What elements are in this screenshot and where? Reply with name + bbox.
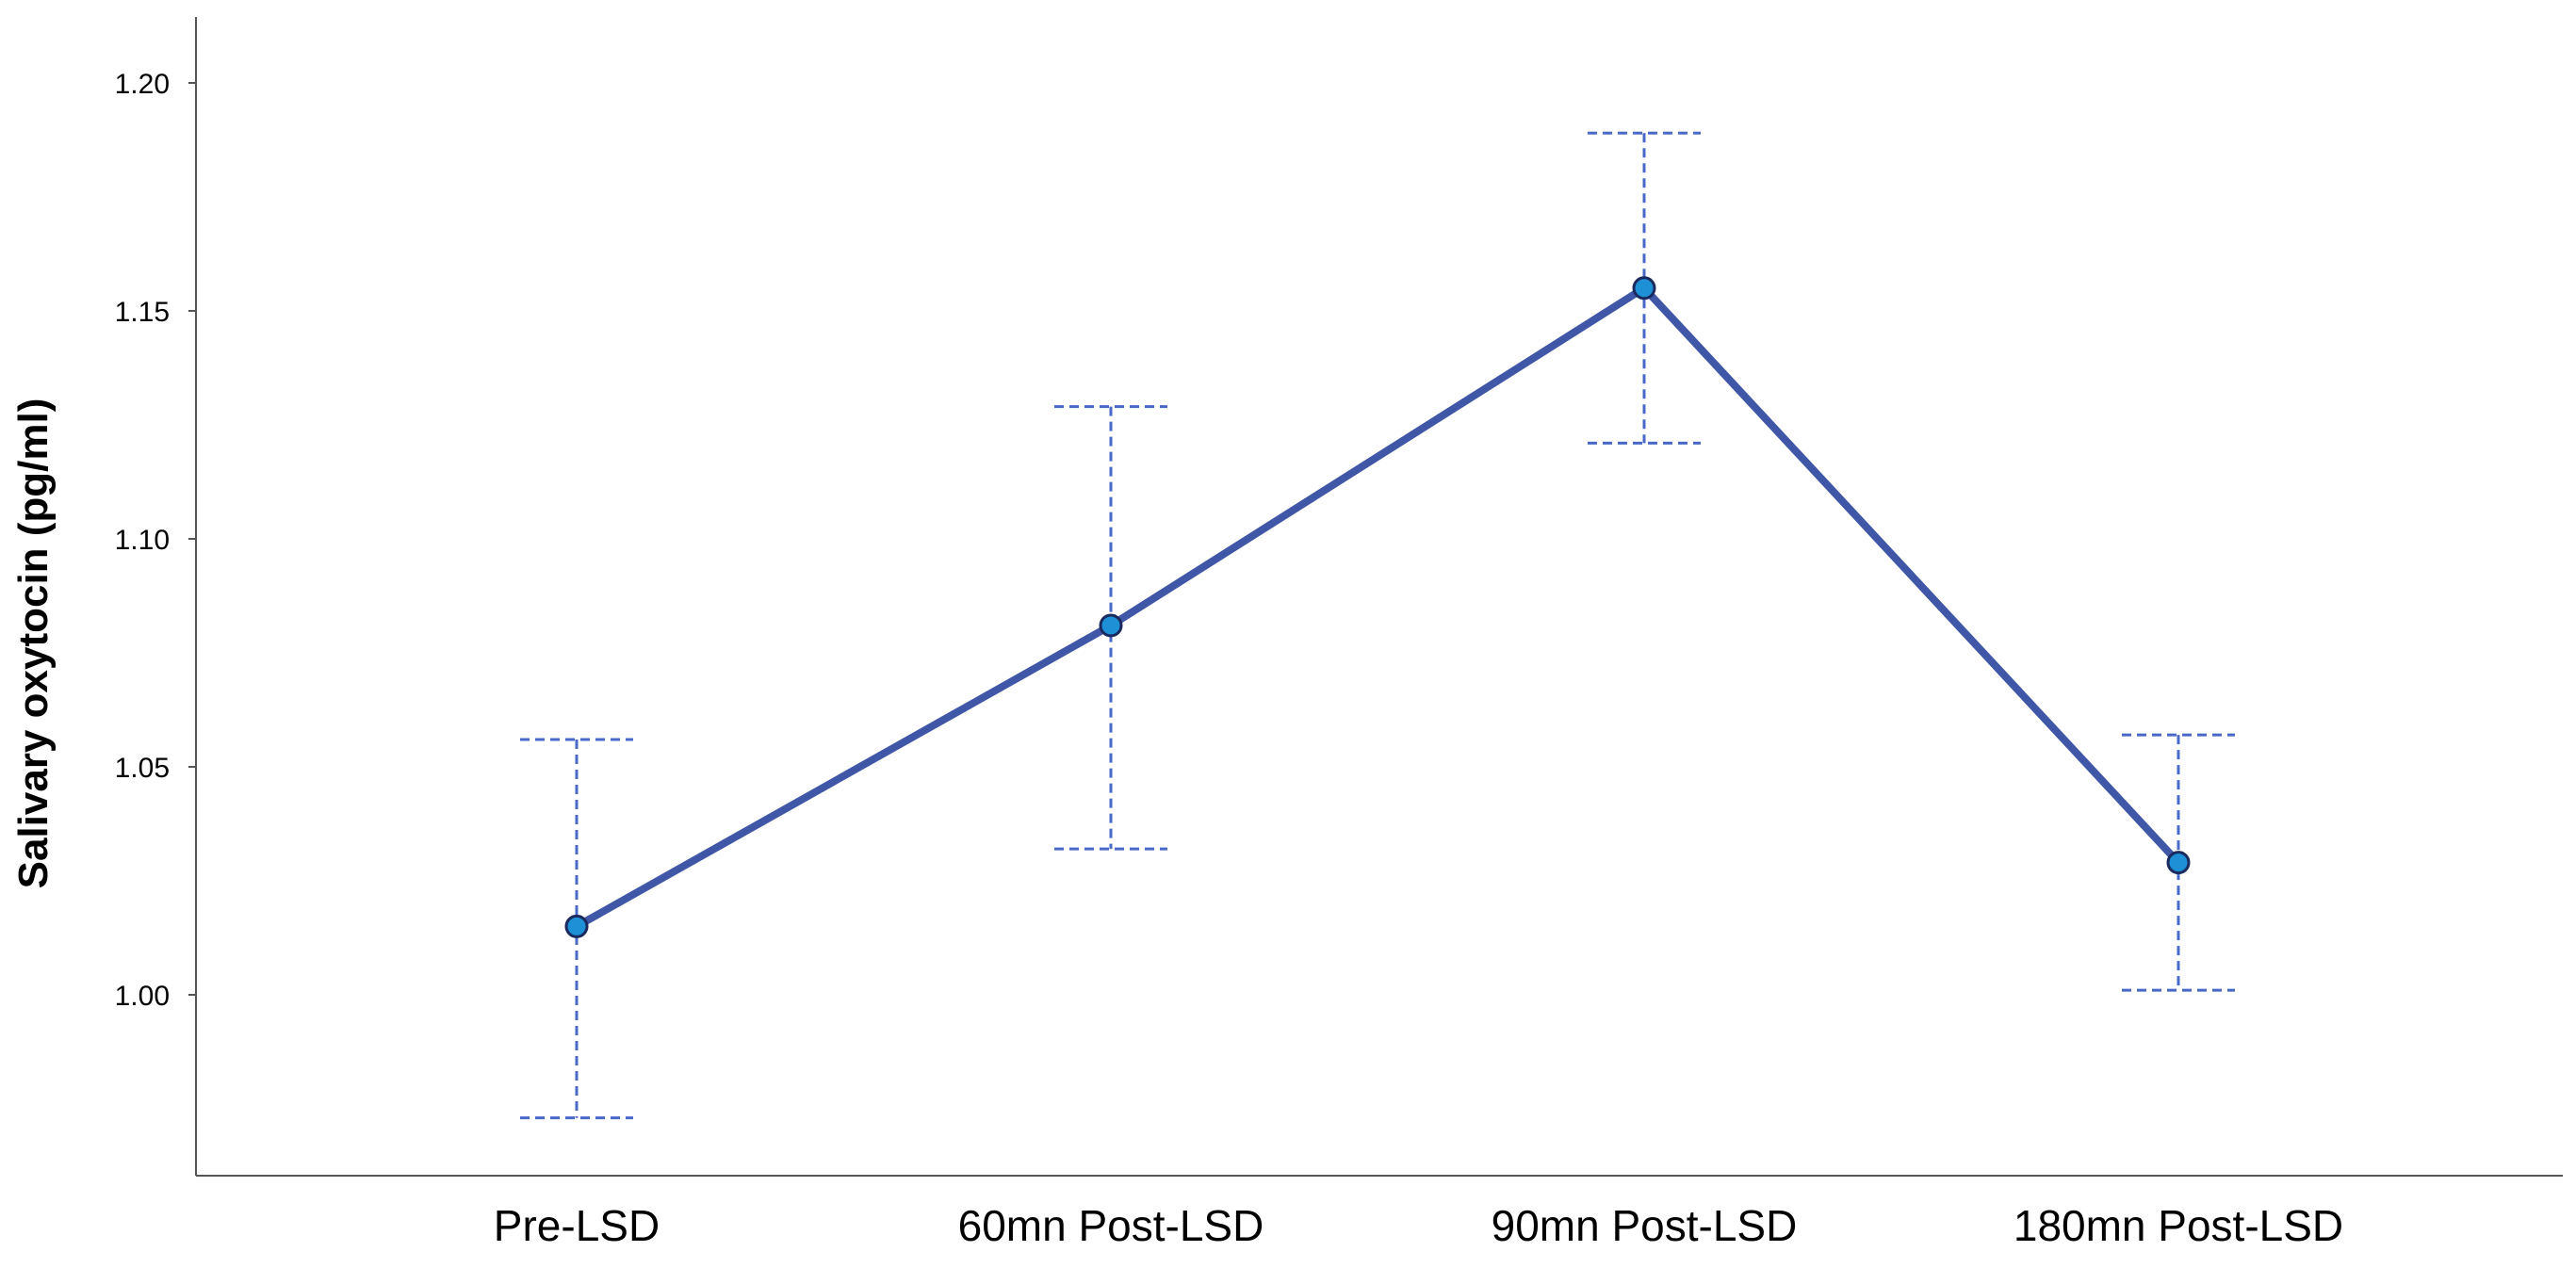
axes [195,17,2563,1177]
x-tick-label: 90mn Post-LSD [1492,1201,1798,1250]
data-points [564,276,2191,938]
data-point [1632,276,1656,301]
x-tick-label: 60mn Post-LSD [958,1201,1264,1250]
y-tick-label: 1.00 [115,981,170,1012]
series-line-layer [573,284,2182,931]
x-tick-label: 180mn Post-LSD [2014,1201,2343,1250]
error-bar [1054,405,1167,851]
y-tick-label: 1.20 [115,69,170,100]
data-point [2166,851,2191,875]
x-axis-labels: Pre-LSD 60mn Post-LSD 90mn Post-LSD 180mn P… [494,1201,2343,1250]
error-bars [520,131,2235,1120]
data-point [564,914,589,938]
data-point [1099,613,1123,638]
y-axis-ticks: 1.00 1.05 1.10 1.15 1.20 [115,69,196,1012]
y-tick-label: 1.10 [115,525,170,556]
y-tick-label: 1.15 [115,297,170,328]
x-tick-label: Pre-LSD [494,1201,660,1250]
y-axis-title: Salivary oxytocin (pg/ml) [10,398,57,889]
y-tick-label: 1.05 [115,753,170,784]
series-line [573,284,2182,931]
